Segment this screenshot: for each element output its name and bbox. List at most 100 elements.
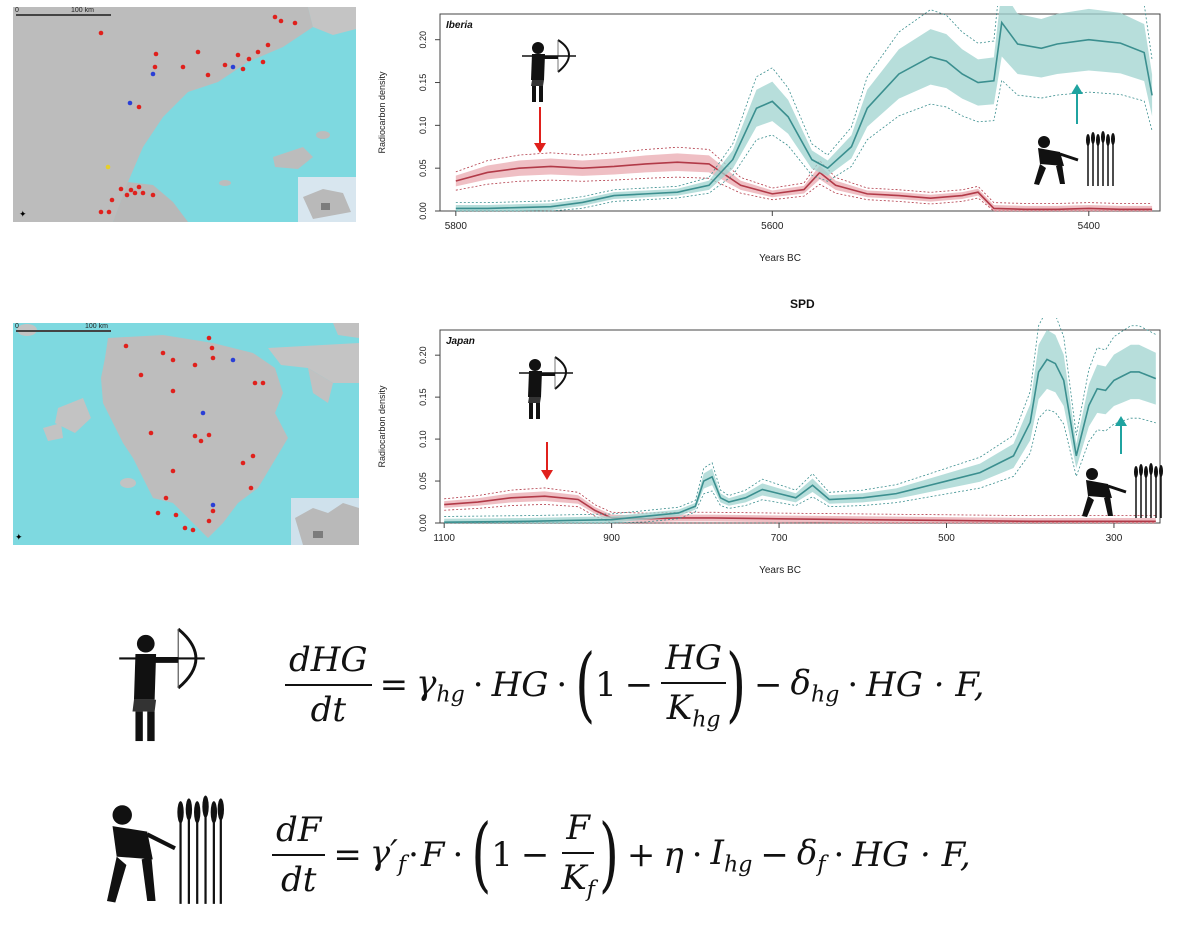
site-point [124,192,130,198]
gamma-subscript: hg [436,681,465,708]
site-point [205,72,211,78]
f-derivative-numerator: dF [272,810,326,856]
chart-title-spd: SPD [790,297,815,311]
hg-growth-rate: γhg [416,663,465,708]
interaction-term: HG · F, [852,835,971,875]
site-point [192,362,198,368]
plot-frame [439,329,1161,524]
site-point [209,345,215,351]
right-paren: ) [726,637,746,733]
iberia-map[interactable]: 0 100 km ✦ [13,7,356,222]
x-tick-label: 500 [938,533,955,544]
site-point [292,20,298,26]
japan-map[interactable]: 0 100 km ✦ [13,323,359,545]
ratio-numerator: HG [661,638,727,684]
site-point-blue [230,64,236,70]
capacity-symbol: K [666,687,693,728]
iberia-chart-svg: Iberia 0.00 0.05 0.10 0.15 0.20 5800 5600 5400 Ye… [377,6,1161,264]
minus-sign: − [760,835,789,875]
site-point [152,64,158,70]
x-tick-label: 700 [771,533,788,544]
y-tick-label: 0.00 [418,202,428,220]
eta-symbol: η [663,835,684,875]
iberia-map-graphic [13,7,356,222]
japan-map-scale-bar [16,330,111,332]
plus-sign: + [626,835,656,875]
site-point [198,438,204,444]
site-point [140,190,146,196]
growth-arrow-icon [1071,84,1083,124]
y-tick-label: 0.05 [418,159,428,177]
hg-capacity-ratio: HG Khg [661,638,727,732]
japan-chart: Japan 0.00 0.05 0.10 0.15 0.20 1100 900 700 500 30… [370,318,1200,586]
japan-map-scale-label: 100 km [85,323,108,330]
capacity-subscript: f [586,876,595,903]
site-point [170,357,176,363]
iberia-map-scale-bar [16,14,111,16]
site-point [206,518,212,524]
hg-variable: HG [491,665,549,705]
site-point [155,510,161,516]
left-paren: ( [471,807,492,903]
y-tick-label: 0.20 [418,31,428,49]
site-point [180,64,186,70]
site-point [260,380,266,386]
iberia-map-scale-label: 100 km [71,7,94,14]
hg-derivative-numerator: dHG [285,640,372,686]
hg-lower-envelope [455,176,1153,212]
hg-confidence-band [455,153,1153,211]
site-point [109,197,115,203]
one-constant: 1 [595,665,617,705]
north-arrow-icon: ✦ [15,532,23,542]
delta-symbol: δ [796,832,818,873]
dot-operator: · [472,665,484,705]
delta-symbol: δ [790,662,811,703]
y-tick-label: 0.00 [418,514,428,532]
site-point [240,460,246,466]
equals-sign: = [379,665,409,705]
y-tick-label: 0.10 [418,430,428,448]
farmer-series-line [455,20,1153,210]
site-point [250,453,256,459]
iberia-map-zero-label: 0 [15,7,19,14]
dot-operator: · [847,665,859,705]
site-point [98,30,104,36]
site-point [150,192,156,198]
dot-operator: · [833,835,845,875]
dot-operator: · [691,835,703,875]
archer-icon [119,627,205,742]
site-point [190,527,196,533]
site-point [170,388,176,394]
farmer-series-line [444,358,1157,523]
hg-series-line [455,161,1153,211]
site-point [252,380,258,386]
y-tick-label: 0.10 [418,117,428,135]
one-constant: 1 [491,835,513,875]
hg-upper-envelope [455,146,1153,204]
y-axis-label: Radiocarbon density [377,385,387,468]
immigration-symbol: I [710,832,724,873]
dot-operator: · [452,835,464,875]
site-point [265,42,271,48]
x-axis-label: Years BC [759,253,801,264]
site-point-blue [230,357,236,363]
archer-icon [522,39,576,102]
site-point [235,52,241,58]
site-point [206,432,212,438]
japan-map-zero-label: 0 [15,323,19,330]
f-derivative-denominator: dt [280,860,317,900]
harvester-icon [106,795,224,904]
farmer-lower-envelope [455,79,1153,212]
dot-operator: · [408,835,419,875]
f-derivative: dF dt [272,810,326,900]
site-point [260,59,266,65]
site-point [136,104,142,110]
hg-confidence-band [444,491,1156,523]
y-tick-label: 0.15 [418,74,428,92]
japan-sites [123,335,266,533]
site-point [255,49,261,55]
farmer-upper-envelope [455,6,1153,204]
panel-label: Iberia [446,20,473,31]
site-point [153,51,159,57]
harvester-icon [1082,463,1163,518]
